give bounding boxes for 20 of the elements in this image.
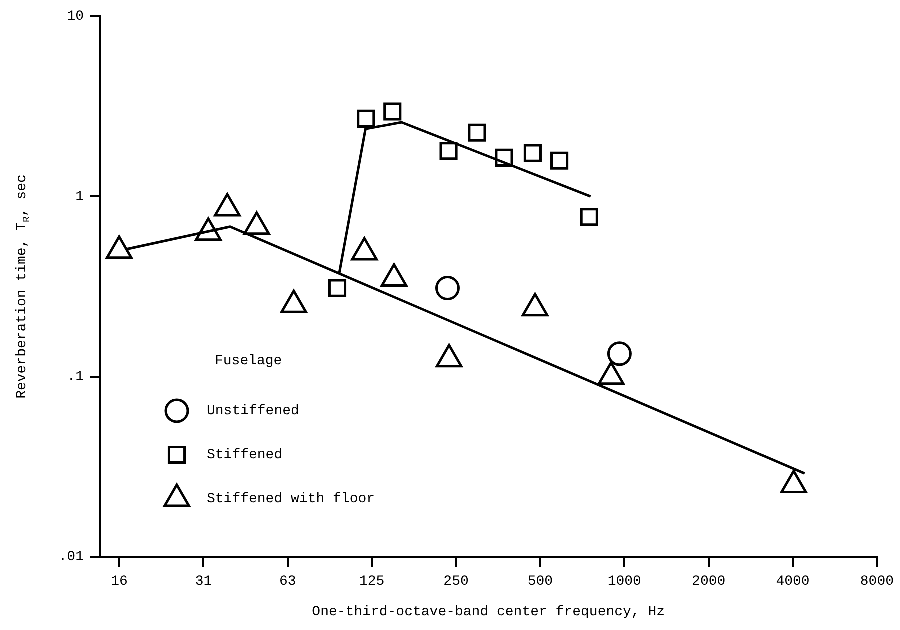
legend-title: Fuselage <box>215 354 282 370</box>
x-tick-label: 1000 <box>608 574 642 590</box>
x-tick-label: 500 <box>528 574 554 590</box>
legend-label: Unstiffened <box>207 404 300 420</box>
x-tick-label: 4000 <box>776 574 810 590</box>
x-tick-label: 16 <box>111 574 128 590</box>
x-tick-label: 2000 <box>692 574 726 590</box>
y-tick-label: 10 <box>67 9 84 26</box>
legend-label: Stiffened <box>207 448 283 464</box>
y-tick-label: .1 <box>67 370 84 386</box>
x-tick-label: 8000 <box>860 574 894 590</box>
legend-label: Stiffened with floor <box>207 492 376 508</box>
y-axis-title: Reverberation time, TR, sec <box>14 174 32 399</box>
x-tick-label: 31 <box>195 574 212 590</box>
x-axis-title: One-third-octave-band center frequency, Hz <box>312 604 666 621</box>
x-tick-label: 63 <box>280 574 296 590</box>
x-tick-label: 250 <box>444 574 469 590</box>
y-tick-label: 1 <box>76 189 84 206</box>
y-tick-label: .01 <box>58 550 84 566</box>
x-tick-label: 125 <box>360 574 385 590</box>
